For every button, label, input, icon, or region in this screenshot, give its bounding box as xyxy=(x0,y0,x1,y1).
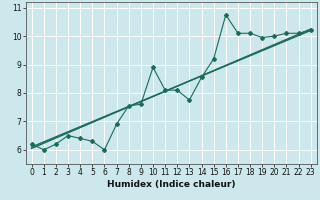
X-axis label: Humidex (Indice chaleur): Humidex (Indice chaleur) xyxy=(107,180,236,189)
